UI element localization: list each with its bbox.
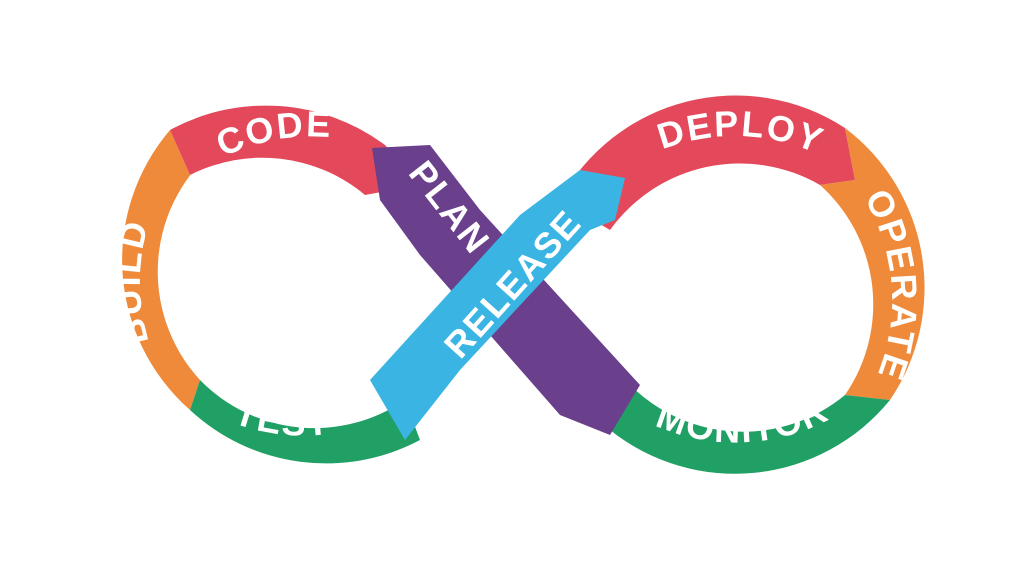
segment-deploy [560, 95, 855, 230]
label-build: BUILD [107, 216, 157, 350]
segment-test [190, 380, 420, 464]
segment-monitor [610, 385, 890, 474]
segment-build [122, 130, 220, 410]
segment-code [170, 105, 420, 195]
segment-operate [820, 128, 925, 400]
segment-release [370, 170, 625, 440]
